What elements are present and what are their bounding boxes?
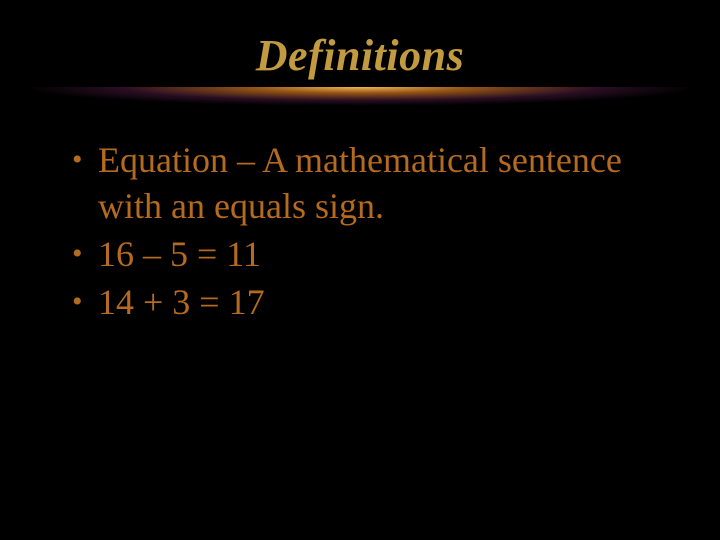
slide: Definitions Equation – A mathematical se… [0,0,720,540]
underline-gradient [0,87,720,107]
title-underline [60,87,660,109]
list-item: 16 – 5 = 11 [72,231,660,277]
list-item: 14 + 3 = 17 [72,279,660,325]
list-item: Equation – A mathematical sentence with … [72,137,660,229]
slide-title: Definitions [60,30,660,81]
bullet-list: Equation – A mathematical sentence with … [60,137,660,325]
